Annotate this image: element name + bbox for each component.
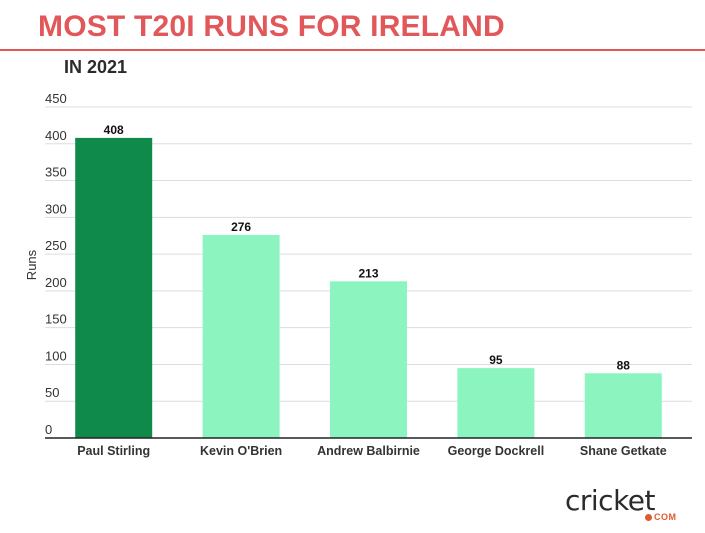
category-label: Kevin O'Brien xyxy=(200,444,282,458)
chart-title: MOST T20I RUNS FOR IRELAND xyxy=(38,10,505,43)
bar-value-label: 88 xyxy=(617,358,631,372)
bar xyxy=(457,368,535,438)
bars xyxy=(75,137,662,439)
y-tick-label: 200 xyxy=(45,275,67,290)
data-labels: 408 276 213 95 88 xyxy=(104,123,631,372)
chart-subtitle: IN 2021 xyxy=(64,57,128,77)
category-labels: Paul Stirling Kevin O'Brien Andrew Balbirn… xyxy=(77,444,667,458)
bar-value-label: 276 xyxy=(231,220,251,234)
logo-dot-icon xyxy=(645,514,652,522)
bar-value-label: 213 xyxy=(358,266,378,280)
y-tick-label: 450 xyxy=(45,91,67,106)
cricket-com-logo: cricket COM xyxy=(565,484,680,524)
bar xyxy=(330,281,407,438)
logo-sub-label: COM xyxy=(654,512,677,522)
category-label: George Dockrell xyxy=(448,444,545,458)
bar xyxy=(202,234,280,438)
category-label: Paul Stirling xyxy=(77,444,150,458)
y-axis-label: Runs xyxy=(24,249,39,280)
category-label: Andrew Balbirnie xyxy=(317,444,420,458)
y-tick-label: 0 xyxy=(45,422,52,437)
y-tick-label: 350 xyxy=(45,165,67,180)
logo-subtext: COM xyxy=(645,512,677,522)
bar-value-label: 408 xyxy=(104,123,124,137)
bar-value-label: 95 xyxy=(489,353,503,367)
y-tick-label: 300 xyxy=(45,201,67,216)
bar xyxy=(584,373,662,438)
y-tick-label: 50 xyxy=(45,385,59,400)
logo-wordmark: cricket xyxy=(565,484,656,517)
y-tick-label: 400 xyxy=(45,128,67,143)
y-tick-label: 250 xyxy=(45,238,67,253)
category-label: Shane Getkate xyxy=(580,444,667,458)
bar xyxy=(75,137,153,439)
y-tick-labels: 0 50 100 150 200 250 300 350 400 450 xyxy=(45,91,67,437)
title-divider xyxy=(0,49,705,51)
y-tick-label: 150 xyxy=(45,312,67,327)
y-tick-label: 100 xyxy=(45,348,67,363)
